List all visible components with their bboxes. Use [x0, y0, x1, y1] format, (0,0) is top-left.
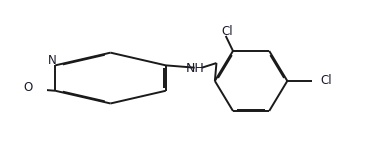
Text: Cl: Cl [221, 25, 233, 38]
Text: N: N [48, 54, 57, 67]
Text: NH: NH [186, 62, 204, 75]
Text: Cl: Cl [321, 74, 332, 87]
Text: O: O [23, 81, 33, 94]
